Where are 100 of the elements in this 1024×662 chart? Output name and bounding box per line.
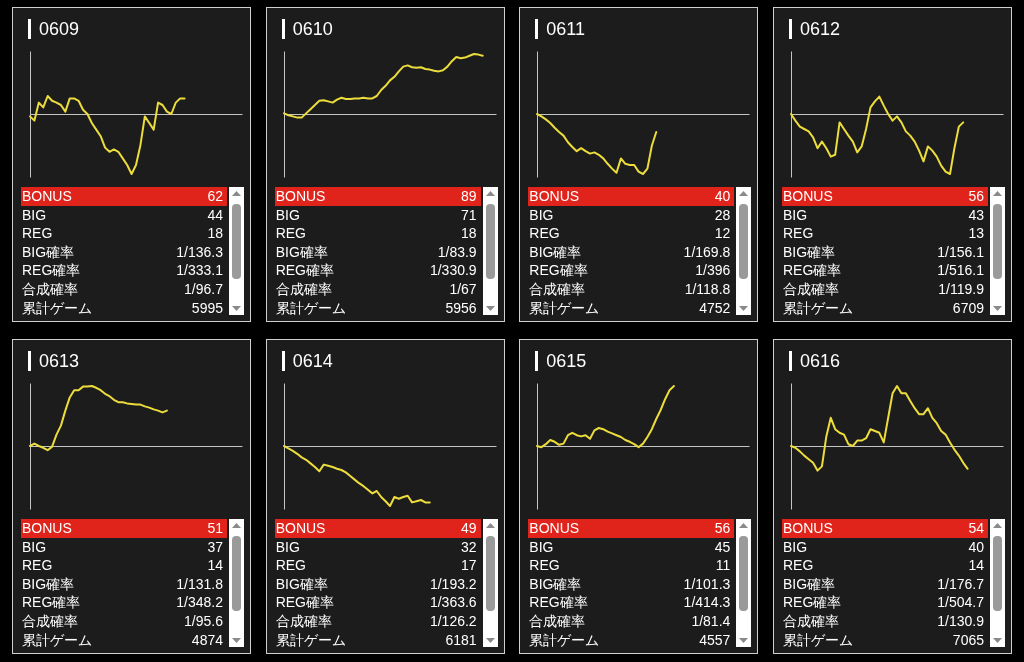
text: REG <box>783 556 814 575</box>
chart-title: 0609 <box>39 19 80 39</box>
text: 28 <box>714 205 731 225</box>
text: REG <box>529 556 560 575</box>
text: 1/169.8 <box>683 242 731 262</box>
text: BIG確率 <box>529 242 582 262</box>
text: 累計ゲーム <box>275 298 346 318</box>
text: 1/130.9 <box>937 611 984 631</box>
text: 5995 <box>191 298 223 318</box>
text: 1/414.3 <box>683 593 731 612</box>
text: 累計ゲーム <box>783 298 853 318</box>
highlighted-row: BONUS 49 <box>274 519 481 538</box>
text: 1/96.7 <box>184 279 223 299</box>
highlighted-row: BONUS 40 <box>528 187 735 206</box>
text: 1/95.6 <box>184 611 223 631</box>
text: BIG <box>529 205 554 225</box>
chart-title: 0610 <box>292 19 333 39</box>
text: 合成確率 <box>22 279 78 299</box>
text: 1/119.9 <box>938 279 984 299</box>
text: REG <box>275 556 306 575</box>
text: 累計ゲーム <box>22 630 92 650</box>
text: 累計ゲーム <box>529 630 600 650</box>
text: BIG確率 <box>275 242 328 262</box>
text: 合成確率 <box>783 611 839 631</box>
highlighted-row: BONUS 51 <box>21 519 227 538</box>
text: 1/67 <box>449 279 477 299</box>
text: 合成確率 <box>22 611 78 631</box>
text: BIG確率 <box>783 574 836 594</box>
text: 1/348.2 <box>176 593 223 612</box>
text: 1/176.7 <box>937 574 984 594</box>
text: BIG <box>783 537 808 557</box>
text: 6181 <box>445 630 477 650</box>
text: 累計ゲーム <box>529 298 600 318</box>
text: REG <box>529 224 560 243</box>
text: 1/118.8 <box>684 279 731 299</box>
highlighted-row: BONUS 89 <box>274 187 481 206</box>
text: 1/193.2 <box>429 574 477 594</box>
chart-title: 0616 <box>800 351 841 371</box>
text: 1/81.4 <box>691 611 731 631</box>
text: 1/363.6 <box>429 593 477 612</box>
text: BIG確率 <box>22 574 75 594</box>
text: 1/516.1 <box>937 261 984 280</box>
text: REG <box>22 556 53 575</box>
text: BIG <box>529 537 554 557</box>
text: 1/396 <box>695 261 731 280</box>
chart-title: 0614 <box>292 351 333 371</box>
text: 45 <box>714 537 731 557</box>
highlighted-row: BONUS 56 <box>782 187 988 206</box>
text: 合成確率 <box>783 279 839 299</box>
text: REG確率 <box>275 593 334 612</box>
text: 7065 <box>952 630 984 650</box>
text: BIG確率 <box>275 574 328 594</box>
text: 1/126.2 <box>429 611 477 631</box>
text: 1/330.9 <box>429 261 477 280</box>
highlighted-row: BONUS 62 <box>21 187 227 206</box>
text: 1/504.7 <box>937 593 984 612</box>
text: BIG <box>783 205 808 225</box>
text: 18 <box>207 224 223 243</box>
text: BIG <box>275 205 300 225</box>
text: REG確率 <box>22 593 81 612</box>
text: 4752 <box>699 298 731 318</box>
text: REG確率 <box>529 261 588 280</box>
text: 44 <box>207 205 223 225</box>
text: 37 <box>207 537 223 557</box>
text: 11 <box>715 556 731 575</box>
text: 合成確率 <box>529 611 586 631</box>
text: 合成確率 <box>275 279 332 299</box>
text: BIG <box>275 537 300 557</box>
text: REG <box>22 224 53 243</box>
text: 6709 <box>952 298 984 318</box>
text: 32 <box>461 537 477 557</box>
text: 17 <box>461 556 477 575</box>
text: BIG <box>22 205 47 225</box>
chart-title: 0612 <box>800 19 841 39</box>
text: 4874 <box>191 630 223 650</box>
text: 1/156.1 <box>937 242 984 262</box>
text: BIG <box>22 537 47 557</box>
text: 合成確率 <box>275 611 332 631</box>
text: REG確率 <box>529 593 588 612</box>
text: 14 <box>968 556 984 575</box>
text: 1/333.1 <box>176 261 223 280</box>
text: 1/136.3 <box>176 242 223 262</box>
text: 累計ゲーム <box>783 630 853 650</box>
text: BIG確率 <box>22 242 75 262</box>
text: 1/131.8 <box>176 574 223 594</box>
chart-title: 0613 <box>39 351 80 371</box>
chart-title: 0611 <box>546 19 586 39</box>
chart-title: 0615 <box>546 351 587 371</box>
text: 1/101.3 <box>683 574 731 594</box>
highlighted-row: BONUS 54 <box>782 519 988 538</box>
text: 12 <box>714 224 731 243</box>
text: 71 <box>461 205 477 225</box>
text: 累計ゲーム <box>275 630 346 650</box>
text: REG <box>275 224 306 243</box>
text: REG確率 <box>783 261 842 280</box>
text: 18 <box>461 224 477 243</box>
text: 5956 <box>445 298 477 318</box>
text: BIG確率 <box>783 242 836 262</box>
text: 4557 <box>699 630 731 650</box>
text: 43 <box>968 205 984 225</box>
